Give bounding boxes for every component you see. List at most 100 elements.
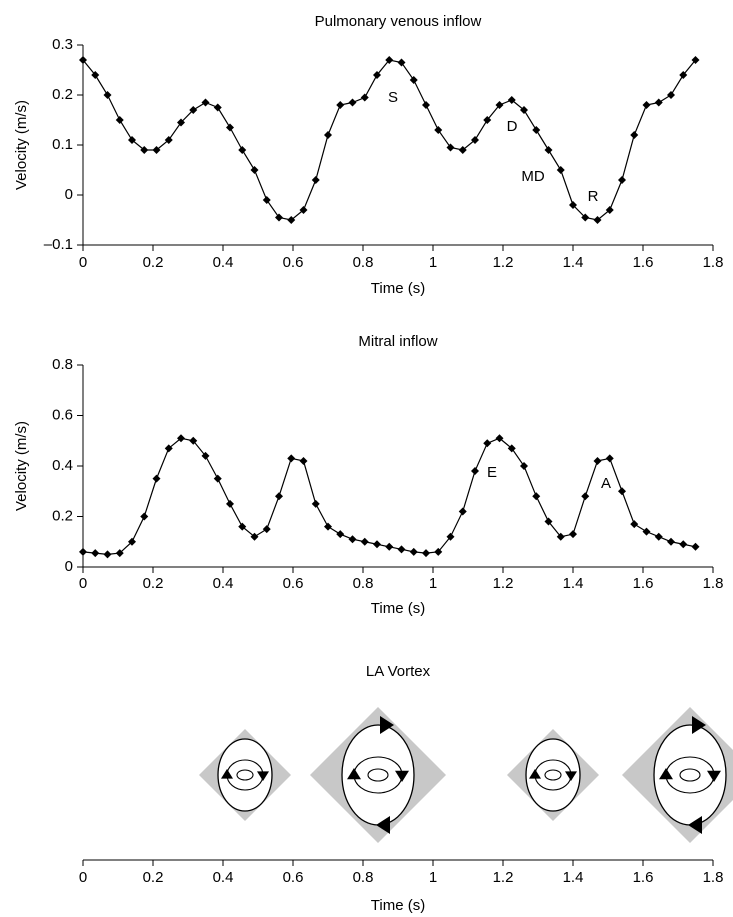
x-tick-label: 1.8 — [703, 869, 724, 886]
data-point — [630, 520, 639, 529]
data-point — [103, 550, 112, 559]
data-point — [91, 71, 100, 79]
data-point — [250, 532, 259, 541]
y-axis-label: Velocity (m/s) — [13, 100, 30, 190]
x-tick-label: 0.6 — [283, 575, 304, 592]
y-tick-label: 0 — [65, 186, 73, 203]
data-point — [201, 451, 210, 460]
x-tick-label: 1 — [429, 869, 437, 886]
vortex-arrow — [565, 771, 577, 781]
y-tick-label: 0.2 — [52, 86, 73, 103]
vortex-arrow — [257, 771, 269, 781]
vortex-core — [679, 768, 701, 782]
x-tick-label: 0.8 — [353, 869, 374, 886]
y-tick-label: 0.6 — [52, 406, 73, 423]
data-point — [422, 549, 430, 558]
data-point — [507, 96, 516, 104]
data-point — [164, 136, 173, 144]
x-tick-label: 1.6 — [633, 869, 654, 886]
data-point — [667, 537, 675, 546]
data-point — [593, 216, 602, 224]
data-point — [336, 530, 345, 539]
data-point — [189, 106, 198, 114]
data-point — [140, 512, 149, 521]
data-point — [226, 123, 234, 132]
data-point — [654, 532, 663, 541]
data-point — [177, 118, 185, 127]
data-point — [140, 146, 149, 154]
x-tick-label: 1.8 — [703, 254, 724, 271]
vortex-outer — [217, 738, 273, 812]
data-point — [324, 131, 332, 139]
data-point — [618, 176, 626, 184]
data-point — [299, 206, 308, 214]
data-point — [630, 131, 639, 139]
data-point — [177, 434, 185, 443]
vortex-core — [236, 769, 254, 781]
data-point — [544, 517, 553, 526]
data-point — [642, 101, 651, 109]
data-line — [82, 59, 696, 221]
data-point — [409, 76, 418, 84]
data-point — [164, 444, 173, 453]
data-point — [495, 101, 504, 109]
data-point — [311, 176, 320, 184]
data-point — [679, 540, 688, 549]
vortex-arrow — [529, 769, 541, 779]
data-point — [238, 146, 247, 154]
data-point — [373, 71, 381, 79]
data-point — [152, 474, 161, 483]
x-tick-label: 1.2 — [493, 869, 514, 886]
data-point — [593, 456, 602, 465]
x-tick-label: 0 — [79, 869, 87, 886]
vortex-arrow — [395, 770, 409, 782]
data-point — [397, 545, 406, 554]
vortex-arrow — [707, 770, 721, 782]
vortex-arrow — [221, 769, 233, 779]
x-tick-label: 0.4 — [213, 575, 234, 592]
data-point — [226, 499, 234, 508]
vortex-arrow — [688, 816, 702, 834]
data-point — [507, 444, 516, 453]
data-point — [275, 492, 283, 501]
data-point — [360, 537, 369, 546]
y-tick-label: 0.2 — [52, 507, 73, 524]
x-tick-label: 1 — [429, 575, 437, 592]
data-point — [532, 492, 541, 501]
x-axis-label: Time (s) — [371, 897, 425, 914]
data-point — [189, 436, 198, 445]
data-point — [262, 196, 271, 204]
data-point — [434, 126, 443, 134]
vortex-arrow — [659, 768, 673, 780]
data-point — [483, 439, 492, 448]
data-point — [483, 116, 492, 124]
x-tick-label: 1 — [429, 254, 437, 271]
x-tick-label: 0.2 — [143, 254, 164, 271]
data-point — [458, 507, 467, 516]
x-tick-label: 0.2 — [143, 575, 164, 592]
x-tick-label: 0.4 — [213, 254, 234, 271]
x-tick-label: 1.2 — [493, 575, 514, 592]
y-tick-label: 0.4 — [52, 457, 73, 474]
annotation: R — [588, 188, 599, 205]
data-point — [556, 532, 565, 541]
data-point — [360, 93, 369, 102]
data-point — [556, 166, 565, 174]
vortex-core — [367, 768, 389, 782]
data-point — [79, 547, 87, 556]
data-point — [348, 535, 357, 544]
y-tick-label: 0.3 — [52, 36, 73, 53]
vortex-arrow — [692, 716, 706, 734]
data-point — [348, 98, 357, 107]
data-point — [238, 522, 247, 531]
data-point — [471, 136, 479, 144]
annotation: D — [507, 118, 518, 135]
y-tick-label: 0.1 — [52, 136, 73, 153]
x-tick-label: 1.2 — [493, 254, 514, 271]
x-tick-label: 1.4 — [563, 254, 584, 271]
data-point — [103, 91, 112, 99]
data-point — [397, 58, 406, 67]
data-point — [299, 456, 308, 465]
data-point — [409, 547, 418, 556]
x-tick-label: 0.8 — [353, 254, 374, 271]
